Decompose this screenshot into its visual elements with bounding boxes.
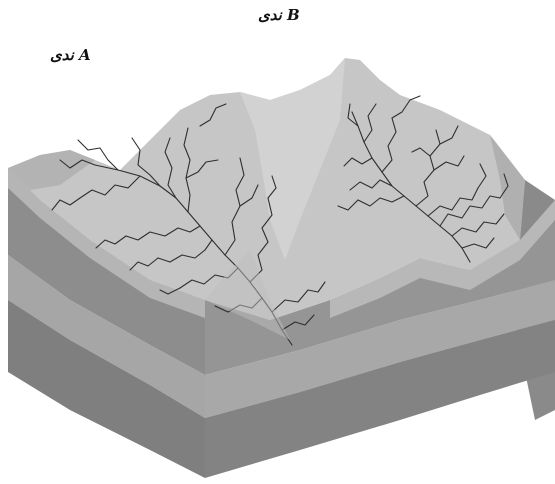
front-right-lip [330,200,555,318]
front-left-lip [8,168,205,318]
river-b-label: ندی B [258,6,300,24]
left-hill-slope [8,150,95,190]
river-a-label: ندی A [50,46,91,64]
block-front-band [8,255,205,418]
block-front-lower [8,300,205,478]
block-right-front-band [205,280,555,418]
river-network-b [337,95,509,263]
ridge-slope [240,58,345,260]
valley-a-shade [205,250,290,340]
block-right-front-lower [205,320,555,478]
